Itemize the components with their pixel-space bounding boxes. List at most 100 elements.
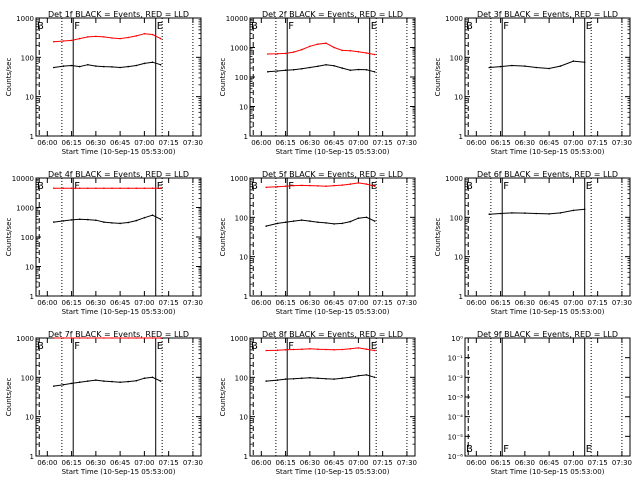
lld-point [365, 52, 368, 54]
x-tick-label: 06:30 [86, 459, 106, 467]
y-tick-label: 10⁻¹ [448, 355, 464, 363]
lld-point [78, 187, 81, 189]
events-point [111, 66, 113, 68]
events-point [317, 377, 319, 380]
plot-frame [249, 337, 416, 457]
lld-point [309, 45, 311, 48]
x-axis-label: Start Time (10-Sep-15 05:53:00) [62, 468, 176, 476]
events-point [357, 374, 360, 377]
x-tick-label: 06:15 [490, 459, 510, 467]
lld-point [309, 348, 311, 350]
x-tick-label: 06:15 [275, 299, 295, 307]
marker-label-f: F [74, 341, 80, 352]
events-point [349, 220, 352, 223]
events-point [309, 66, 311, 69]
y-tick-label: 10⁻⁴ [448, 414, 464, 422]
lld-point [301, 48, 303, 51]
panel-title: Det 1f BLACK = Events, RED = LLD [48, 10, 189, 19]
lld-point [159, 337, 162, 339]
x-axis-label: Start Time (10-Sep-15 05:53:00) [491, 468, 605, 476]
lld-point [135, 187, 138, 189]
lld-point [276, 349, 279, 352]
x-tick-label: 06:45 [539, 459, 559, 467]
lld-point [317, 43, 319, 45]
lld-point [365, 348, 368, 351]
lld-point [87, 36, 89, 38]
events-point [70, 219, 73, 221]
events-point [87, 380, 89, 382]
lld-point [151, 337, 154, 339]
y-axis-label: Counts/sec [5, 58, 13, 97]
y-tick-label: 1 [459, 133, 463, 141]
events-point [524, 212, 526, 214]
events-point [535, 212, 537, 215]
lld-point [341, 184, 344, 186]
x-tick-label: 07:30 [612, 459, 632, 467]
lld-point [373, 53, 376, 56]
x-tick-label: 06:00 [466, 299, 486, 307]
lld-point [292, 184, 295, 187]
events-point [53, 385, 55, 387]
x-tick-label: 07:15 [159, 459, 179, 467]
events-series-line [53, 376, 161, 387]
events-point [559, 65, 562, 67]
marker-label-f: F [288, 181, 294, 192]
events-point [103, 380, 105, 382]
lld-point [265, 186, 268, 189]
lld-point [127, 187, 129, 189]
events-point [309, 220, 311, 222]
lld-point [325, 348, 327, 351]
events-point [151, 376, 154, 379]
y-tick-label: 10⁰ [451, 335, 463, 343]
panel-det-3: Det 3f BLACK = Events, RED = LLD 1 10 100 10… [434, 10, 632, 156]
events-point [292, 378, 295, 380]
events-series-line [53, 214, 161, 224]
x-axis-label: Start Time (10-Sep-15 05:53:00) [276, 308, 390, 316]
x-tick-label: 06:15 [490, 299, 510, 307]
events-point [333, 378, 335, 380]
events-point [292, 220, 295, 222]
y-axis-label: Counts/sec [434, 58, 442, 97]
events-point [524, 65, 526, 67]
x-tick-label: 06:15 [490, 139, 510, 147]
y-tick-label: 100 [450, 214, 463, 222]
x-tick-label: 06:15 [61, 459, 81, 467]
events-point [53, 66, 55, 69]
lld-point [373, 349, 376, 352]
x-tick-label: 06:30 [515, 139, 535, 147]
panel-det-8: Det 8f BLACK = Events, RED = LLD 1 10 100 10… [219, 330, 417, 476]
x-tick-label: 06:30 [300, 459, 320, 467]
panel-title: Det 8f BLACK = Events, RED = LLD [262, 330, 403, 339]
events-point [341, 222, 344, 225]
marker-label-f: F [503, 181, 509, 192]
lld-point [159, 37, 162, 40]
x-tick-label: 07:30 [183, 299, 203, 307]
events-point [70, 382, 73, 385]
lld-point [333, 46, 335, 49]
events-point [87, 218, 89, 221]
events-point [151, 61, 154, 63]
lld-point [103, 337, 105, 339]
x-tick-label: 06:00 [466, 459, 486, 467]
x-tick-label: 06:30 [86, 139, 106, 147]
events-point [301, 377, 303, 380]
events-point [62, 383, 65, 386]
y-axis-label: Counts/sec [219, 218, 227, 257]
events-point [511, 212, 513, 214]
x-tick-label: 06:30 [300, 299, 320, 307]
events-point [103, 221, 105, 223]
lld-point [357, 50, 360, 53]
lld-point [333, 349, 335, 351]
x-tick-label: 07:00 [563, 299, 583, 307]
x-tick-label: 07:30 [397, 299, 417, 307]
lld-point [317, 185, 319, 187]
y-tick-label: 10 [25, 264, 34, 272]
events-point [276, 222, 279, 225]
events-point [87, 63, 89, 66]
events-point [373, 376, 376, 379]
x-tick-label: 07:00 [348, 459, 368, 467]
y-tick-label: 1000 [445, 175, 463, 183]
lld-point [119, 187, 121, 189]
events-point [357, 217, 360, 219]
